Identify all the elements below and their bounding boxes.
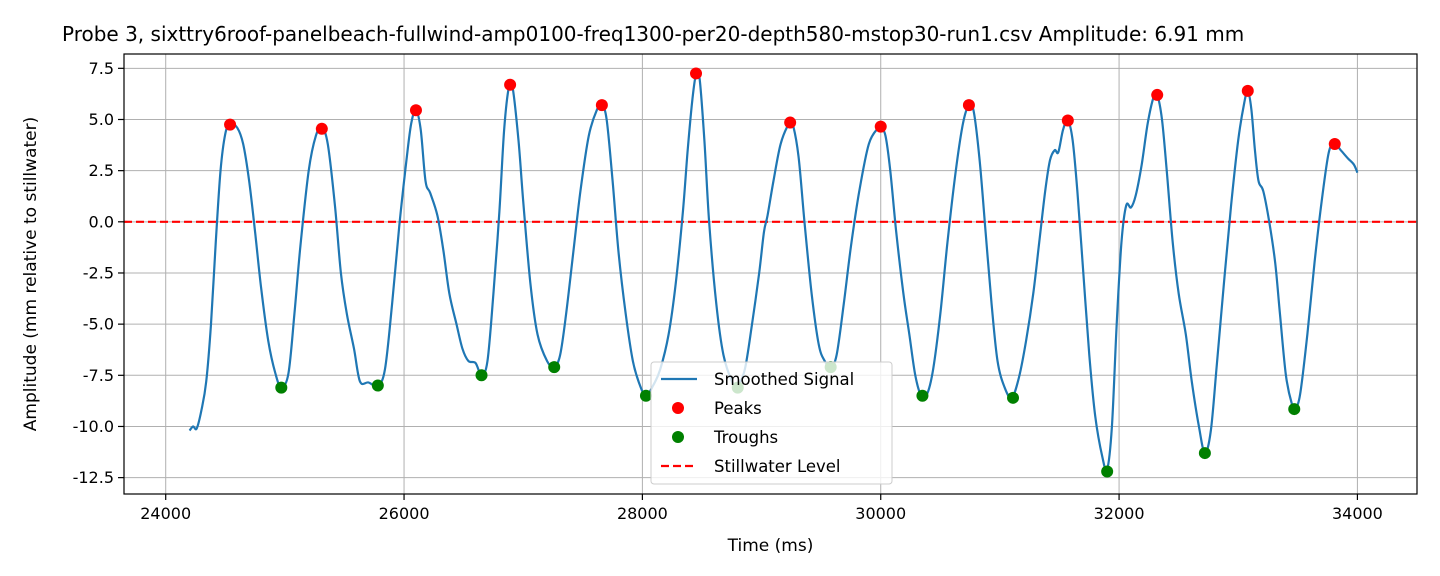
x-tick-label: 32000 bbox=[1094, 504, 1145, 523]
peak-point bbox=[595, 99, 608, 112]
y-tick-label: -10.0 bbox=[73, 417, 114, 436]
x-axis-label: Time (ms) bbox=[727, 536, 814, 556]
x-tick-label: 30000 bbox=[855, 504, 906, 523]
legend-label: Peaks bbox=[714, 399, 762, 418]
y-tick-label: -2.5 bbox=[83, 263, 114, 282]
peak-point bbox=[1151, 88, 1164, 101]
legend-box bbox=[650, 361, 893, 485]
x-tick-label: 24000 bbox=[140, 504, 191, 523]
peak-point bbox=[784, 116, 797, 129]
trough-point bbox=[639, 389, 652, 402]
trough-point bbox=[548, 361, 561, 374]
trough-point bbox=[275, 381, 288, 394]
x-tick-label: 34000 bbox=[1332, 504, 1383, 523]
peak-point bbox=[224, 118, 237, 131]
trough-point bbox=[916, 389, 929, 402]
x-tick-label: 28000 bbox=[617, 504, 668, 523]
plot-frame bbox=[123, 53, 1418, 495]
peak-point bbox=[690, 67, 703, 80]
y-tick-label: -5.0 bbox=[83, 315, 114, 334]
y-tick-label: 2.5 bbox=[89, 161, 114, 180]
trough-point bbox=[1007, 391, 1020, 404]
peak-point bbox=[1328, 138, 1341, 151]
legend-label: Smoothed Signal bbox=[714, 370, 854, 389]
peak-point bbox=[962, 99, 975, 112]
trough-point bbox=[475, 369, 488, 382]
legend-label: Troughs bbox=[713, 428, 778, 447]
axes: 24000 26000 28000 30000 32000 34000 -12.5 -10.0… bbox=[73, 53, 1418, 523]
trough-point bbox=[371, 379, 384, 392]
y-tick-label: -12.5 bbox=[73, 468, 114, 487]
grid bbox=[124, 54, 1417, 494]
y-tick-label: -7.5 bbox=[83, 366, 114, 385]
peak-point bbox=[1241, 84, 1254, 97]
peak-point bbox=[315, 122, 328, 135]
peak-point bbox=[409, 104, 422, 117]
legend-label: Stillwater Level bbox=[714, 457, 841, 476]
legend: Smoothed Signal Peaks Troughs Stillwater Le… bbox=[650, 361, 893, 485]
y-tick-label: 5.0 bbox=[89, 110, 114, 129]
legend-entries: Smoothed Signal Peaks Troughs Stillwater Le… bbox=[661, 370, 854, 476]
trough-point bbox=[1198, 447, 1211, 460]
trough-point bbox=[1288, 403, 1301, 416]
trough-point bbox=[1101, 465, 1114, 478]
y-tick-label: 0.0 bbox=[89, 212, 114, 231]
y-axis-label: Amplitude (mm relative to stillwater) bbox=[21, 117, 41, 431]
x-tick-label: 26000 bbox=[379, 504, 430, 523]
legend-peaks-swatch bbox=[672, 402, 684, 414]
y-tick-label: 7.5 bbox=[89, 59, 114, 78]
peak-point bbox=[874, 120, 887, 133]
chart-title: Probe 3, sixttry6roof-panelbeach-fullwin… bbox=[62, 22, 1244, 46]
peak-point bbox=[504, 78, 517, 91]
legend-troughs-swatch bbox=[672, 431, 684, 443]
peak-point bbox=[1061, 114, 1074, 127]
